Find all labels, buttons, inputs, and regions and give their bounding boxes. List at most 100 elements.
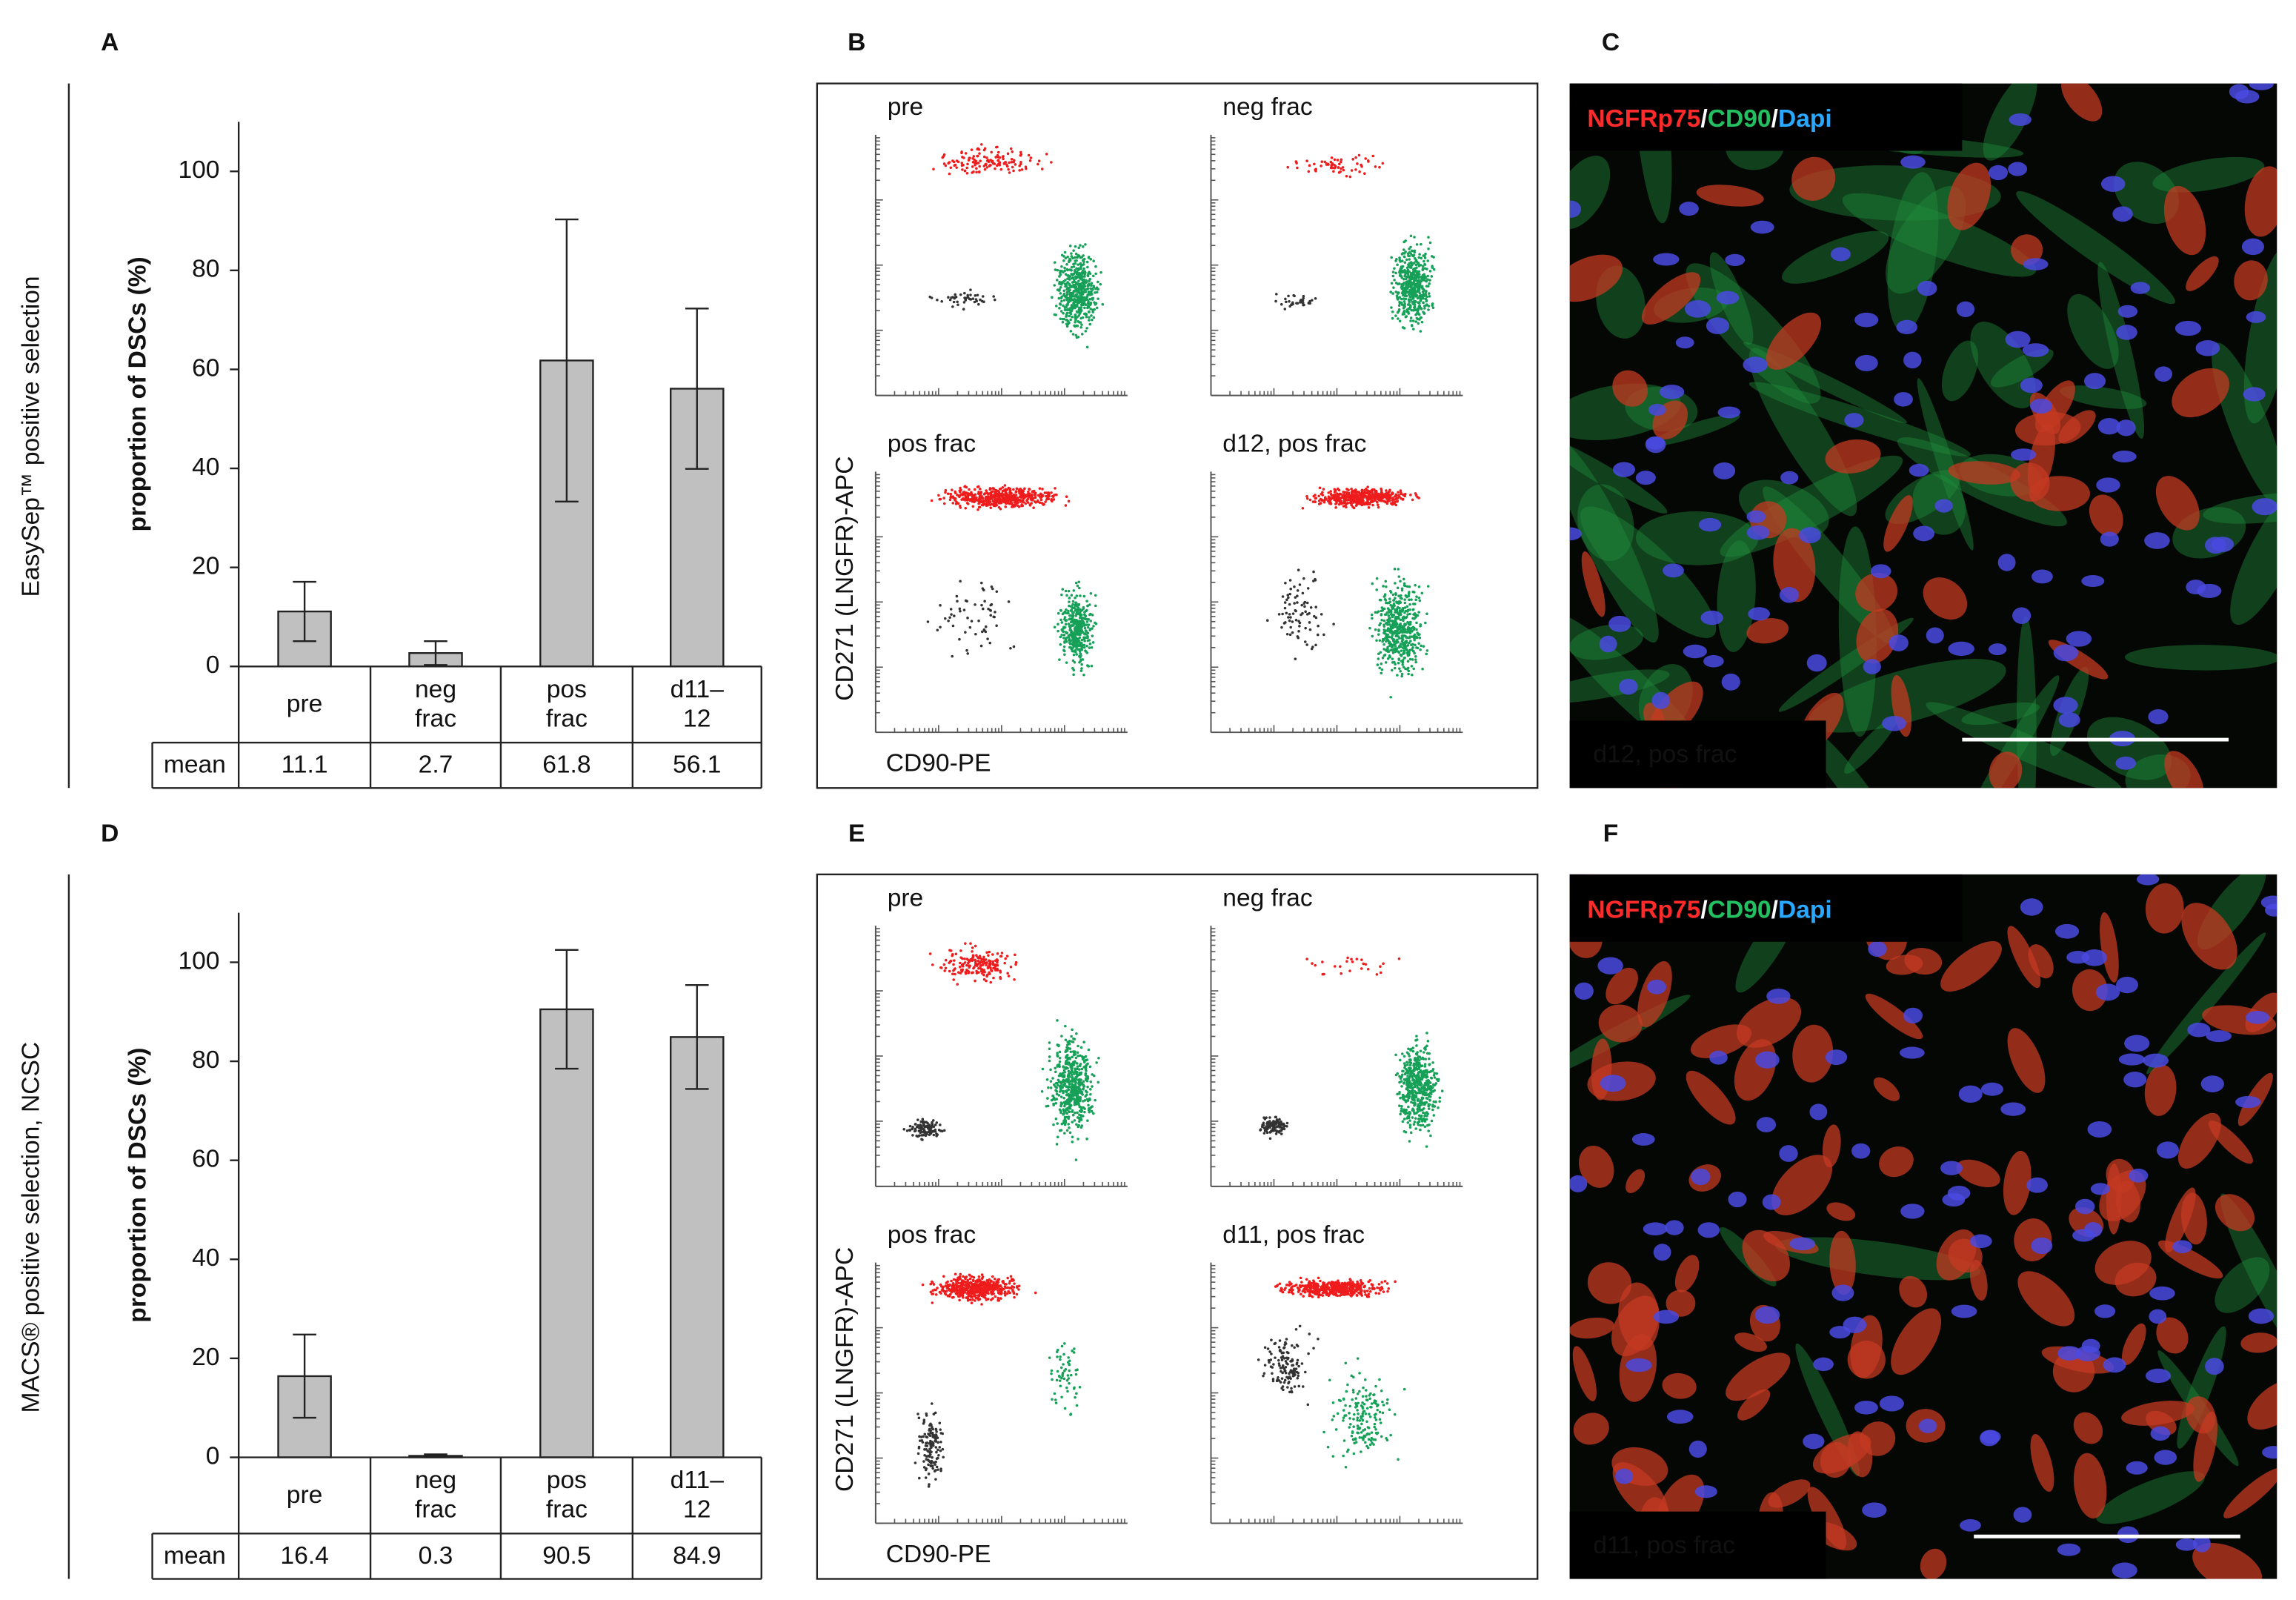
flow-event <box>1427 248 1430 250</box>
flow-event <box>1071 1135 1074 1139</box>
flow-event <box>1392 286 1395 289</box>
flow-plot-title: pos frac <box>888 431 976 458</box>
flow-event <box>1059 271 1062 274</box>
flow-event <box>1304 626 1307 630</box>
category-label: pos frac <box>545 675 588 733</box>
flow-event <box>1056 1065 1059 1068</box>
cell-cd90 <box>2067 293 2119 369</box>
cell-cd90 <box>1961 702 2040 726</box>
flow-event <box>988 641 992 645</box>
flow-event <box>1074 306 1077 310</box>
flow-event <box>1074 1158 1078 1161</box>
flow-event <box>951 496 954 499</box>
flow-event <box>966 496 970 499</box>
flow-event <box>1084 636 1088 640</box>
nucleus <box>2032 569 2053 584</box>
flow-event <box>1090 1109 1094 1113</box>
flow-event <box>1028 159 1032 162</box>
flow-event <box>1062 1091 1065 1095</box>
category-label: neg frac <box>414 675 457 733</box>
nucleus <box>1706 317 1730 334</box>
flow-event <box>1286 594 1290 597</box>
flow-event <box>1402 649 1405 652</box>
flow-event <box>971 161 975 164</box>
flow-event <box>1077 1138 1079 1141</box>
flow-event <box>1054 1117 1058 1121</box>
flow-event <box>990 160 994 164</box>
flow-event <box>1337 496 1341 499</box>
flow-event <box>1416 614 1420 617</box>
flow-event <box>1076 610 1079 614</box>
flow-event <box>1410 665 1414 668</box>
flow-event <box>1320 160 1324 163</box>
flow-event <box>969 288 972 291</box>
flow-event <box>1087 1103 1090 1107</box>
flow-event <box>1064 279 1067 282</box>
flow-event <box>1068 1106 1072 1109</box>
cell-cd90 <box>1569 156 1611 230</box>
flow-event <box>1085 260 1089 264</box>
flow-event <box>1314 497 1317 500</box>
flow-event <box>1369 490 1372 493</box>
flow-event <box>1426 274 1429 278</box>
flow-event <box>980 143 983 146</box>
flow-event <box>1406 613 1409 616</box>
flow-event <box>1407 311 1410 313</box>
flow-event <box>1076 305 1079 308</box>
flow-event <box>1079 645 1083 648</box>
flow-event <box>965 648 968 652</box>
flow-event <box>1069 291 1073 295</box>
flow-event <box>1367 506 1371 509</box>
flow-event <box>939 604 942 607</box>
flow-event <box>1308 164 1311 167</box>
flow-event <box>1076 324 1079 328</box>
flow-event <box>1387 650 1391 654</box>
flow-event <box>1068 245 1072 248</box>
category-label: pre <box>286 689 323 718</box>
flow-event <box>1382 648 1385 651</box>
panel-letter: A <box>101 29 119 56</box>
flow-event <box>1287 616 1290 619</box>
nucleus <box>2148 708 2169 725</box>
flow-event <box>1060 634 1063 637</box>
flow-event <box>1431 302 1434 305</box>
flow-event <box>969 942 972 945</box>
flow-event <box>1398 611 1402 614</box>
flow-event <box>956 300 959 304</box>
flow-event <box>1022 496 1025 499</box>
flow-event <box>1309 606 1313 609</box>
stain-label-bg <box>1569 83 1963 151</box>
category-label: d11–12 <box>670 1466 724 1524</box>
flow-event <box>1082 624 1086 627</box>
flow-event <box>1025 494 1028 497</box>
flow-event <box>999 977 1002 980</box>
flow-event <box>1086 1085 1089 1089</box>
flow-event <box>1024 165 1028 168</box>
flow-event <box>1364 963 1368 966</box>
flow-event <box>1028 492 1031 496</box>
flow-event <box>1072 249 1075 252</box>
flow-event <box>1293 294 1296 298</box>
flow-event <box>1085 313 1088 316</box>
flow-event <box>1399 580 1402 583</box>
flow-event <box>1062 1079 1065 1083</box>
flow-event <box>1091 634 1094 637</box>
nucleus <box>1675 336 1694 349</box>
flow-event <box>1097 280 1099 284</box>
flow-event <box>1390 636 1393 639</box>
flow-event <box>1391 274 1395 278</box>
flow-event <box>1058 302 1062 305</box>
nucleus <box>2097 417 2120 435</box>
flow-event <box>1337 171 1341 174</box>
flow-event <box>1419 263 1422 267</box>
flow-event <box>1388 495 1391 498</box>
cell-cd90 <box>1926 702 2122 789</box>
flow-event <box>1055 1092 1059 1096</box>
flow-plot <box>1259 956 1444 1148</box>
flow-event <box>1398 495 1401 498</box>
flow-event <box>1056 1019 1059 1022</box>
flow-event <box>1079 288 1082 291</box>
flow-event <box>976 959 980 963</box>
flow-event <box>1402 327 1406 330</box>
